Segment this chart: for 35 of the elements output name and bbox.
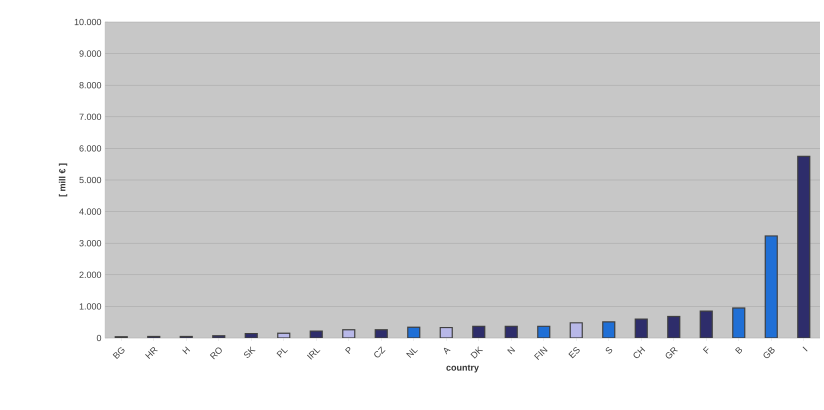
y-axis-title: [ mill € ] <box>58 164 68 196</box>
x-tick-label: PL <box>276 348 288 358</box>
y-tick-label: 6.000 <box>79 145 102 152</box>
x-tick-label: DK <box>470 346 484 359</box>
y-tick-label: 3.000 <box>79 240 102 246</box>
y-tick-label: 2.000 <box>79 272 102 278</box>
x-tick-label: ES <box>568 347 580 358</box>
x-tick-label: A <box>444 348 451 355</box>
x-tick-label: F <box>702 346 709 354</box>
y-tick-label: 5.000 <box>79 176 102 184</box>
x-tick-label: FIN <box>534 346 548 360</box>
x-tick-label: H <box>182 346 190 354</box>
x-tick-label: GR <box>666 347 678 358</box>
x-tick-label: S <box>606 347 612 354</box>
y-tick-label: 10.000 <box>74 18 102 26</box>
y-tick-label: 8.000 <box>79 82 102 88</box>
y-tick-label: 1.000 <box>80 303 102 310</box>
x-tick-label: I <box>802 346 808 352</box>
x-tick-label: HR <box>145 347 158 359</box>
x-tick-label: RO <box>210 347 222 360</box>
x-tick-label: NL <box>406 348 418 358</box>
y-tick-label: 9.000 <box>79 50 102 57</box>
y-tick-label: 4.000 <box>79 208 102 215</box>
y-tick-label: 7.000 <box>79 114 102 120</box>
x-tick-label: GB <box>764 347 775 358</box>
y-tick-label: 0 <box>96 334 102 342</box>
x-tick-label: N <box>507 346 516 354</box>
x-tick-label: SK <box>244 346 256 358</box>
x-tick-label: P <box>345 347 350 354</box>
x-tick-label: IRL <box>306 348 320 360</box>
x-tick-label: CZ <box>374 346 386 358</box>
x-tick-label: CH <box>634 346 646 358</box>
x-axis-title: country <box>446 364 479 372</box>
x-tick-label: B <box>735 347 742 354</box>
x-tick-label: BG <box>112 347 125 360</box>
